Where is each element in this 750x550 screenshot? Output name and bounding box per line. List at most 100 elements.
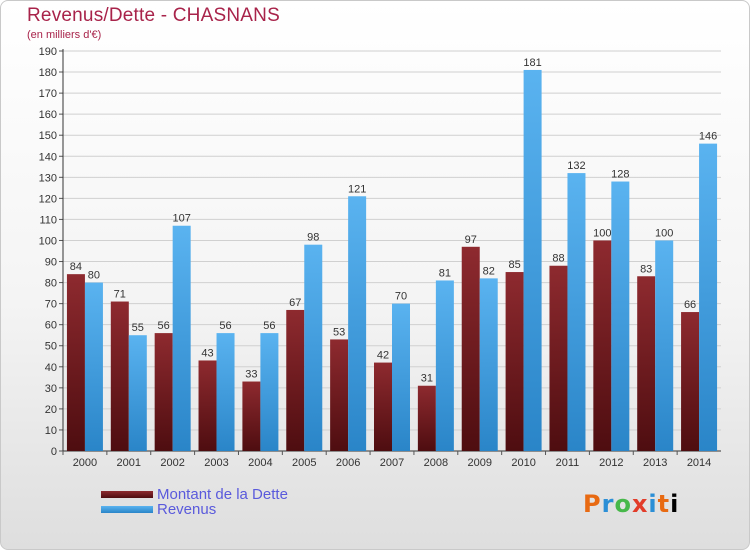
bar-dette (461, 246, 480, 451)
y-tick-label: 140 (39, 151, 57, 163)
legend-swatch-dette (101, 491, 153, 498)
bar-dette (681, 312, 700, 451)
bar-revenus (523, 69, 542, 452)
data-label-dette: 85 (508, 259, 520, 271)
bar-revenus (567, 173, 586, 451)
data-label-revenus: 128 (611, 169, 629, 181)
y-tick-label: 0 (51, 446, 57, 458)
bar-revenus (128, 335, 147, 451)
bar-dette (66, 274, 85, 451)
data-label-revenus: 100 (655, 227, 673, 239)
data-label-dette: 67 (289, 297, 301, 309)
y-tick-label: 100 (39, 235, 57, 247)
data-label-dette: 88 (552, 253, 564, 265)
data-label-dette: 84 (70, 261, 82, 273)
data-label-revenus: 55 (132, 322, 144, 334)
bar-dette (549, 265, 568, 451)
y-tick-label: 170 (39, 88, 57, 100)
bar-revenus (479, 278, 498, 451)
x-tick-label: 2000 (73, 457, 97, 469)
bar-revenus (216, 333, 235, 451)
data-label-dette: 42 (377, 350, 389, 362)
bar-dette (286, 309, 305, 451)
legend-swatch-revenus (101, 506, 153, 513)
legend-label-dette: Montant de la Dette (157, 486, 288, 503)
data-label-revenus: 82 (483, 265, 495, 277)
data-label-revenus: 56 (219, 320, 231, 332)
data-label-dette: 66 (684, 299, 696, 311)
data-label-revenus: 181 (523, 57, 541, 69)
bar-dette (110, 301, 129, 451)
legend-item-dette: Montant de la Dette (101, 486, 288, 503)
y-tick-label: 90 (45, 257, 57, 269)
x-tick-label: 2001 (117, 457, 141, 469)
y-tick-label: 110 (39, 214, 57, 226)
bar-revenus (348, 196, 367, 451)
data-label-dette: 53 (333, 326, 345, 338)
data-label-dette: 71 (114, 289, 126, 301)
x-tick-label: 2007 (380, 457, 404, 469)
bar-dette (637, 276, 656, 451)
data-label-revenus: 132 (567, 160, 585, 172)
data-label-revenus: 107 (172, 213, 190, 225)
bar-dette (374, 362, 392, 451)
bar-revenus (435, 280, 454, 451)
y-tick-label: 30 (45, 383, 57, 395)
y-tick-label: 120 (39, 193, 57, 205)
data-label-dette: 83 (640, 263, 652, 275)
bar-dette (593, 240, 612, 451)
bar-dette (330, 339, 349, 451)
bar-dette (154, 333, 173, 451)
data-label-revenus: 121 (348, 183, 366, 195)
chart-subtitle: (en milliers d'€) (27, 29, 102, 41)
y-tick-label: 160 (39, 109, 57, 121)
legend: Montant de la Dette Revenus (101, 486, 288, 518)
y-tick-label: 80 (45, 278, 57, 290)
data-label-dette: 33 (245, 369, 257, 381)
y-tick-label: 130 (39, 172, 57, 184)
data-label-revenus: 80 (88, 270, 100, 282)
bar-revenus (172, 225, 191, 451)
bar-dette (242, 381, 261, 451)
x-tick-label: 2003 (204, 457, 228, 469)
legend-label-revenus: Revenus (157, 501, 217, 518)
x-tick-label: 2011 (556, 457, 580, 469)
y-tick-label: 40 (45, 362, 57, 374)
legend-item-revenus: Revenus (101, 501, 288, 518)
bar-dette (417, 385, 436, 451)
bar-revenus (260, 333, 279, 451)
x-tick-label: 2012 (599, 457, 623, 469)
y-tick-label: 180 (39, 67, 57, 79)
x-tick-label: 2014 (687, 457, 711, 469)
x-tick-label: 2005 (292, 457, 316, 469)
y-tick-label: 20 (45, 404, 57, 416)
data-label-dette: 97 (465, 234, 477, 246)
x-tick-label: 2004 (248, 457, 272, 469)
bar-dette (198, 360, 217, 451)
y-tick-label: 60 (45, 320, 57, 332)
data-label-revenus: 146 (699, 131, 717, 143)
data-label-dette: 56 (158, 320, 170, 332)
x-tick-label: 2013 (643, 457, 667, 469)
data-label-dette: 43 (201, 347, 213, 359)
x-tick-label: 2006 (336, 457, 360, 469)
y-tick-label: 70 (45, 299, 57, 311)
x-tick-label: 2010 (511, 457, 535, 469)
data-label-revenus: 56 (263, 320, 275, 332)
bar-dette (505, 272, 524, 451)
data-label-revenus: 81 (439, 267, 451, 279)
bar-revenus (304, 244, 323, 451)
chart-title: Revenus/Dette - CHASNANS (27, 5, 280, 26)
y-tick-label: 150 (39, 130, 57, 142)
y-tick-label: 10 (45, 425, 57, 437)
bar-revenus (84, 282, 103, 451)
data-label-revenus: 98 (307, 232, 319, 244)
proxiti-logo: Proxiti (583, 490, 680, 518)
x-tick-label: 2009 (467, 457, 491, 469)
data-label-dette: 100 (593, 227, 611, 239)
x-tick-label: 2008 (424, 457, 448, 469)
bar-revenus (611, 181, 630, 452)
x-tick-label: 2002 (160, 457, 184, 469)
